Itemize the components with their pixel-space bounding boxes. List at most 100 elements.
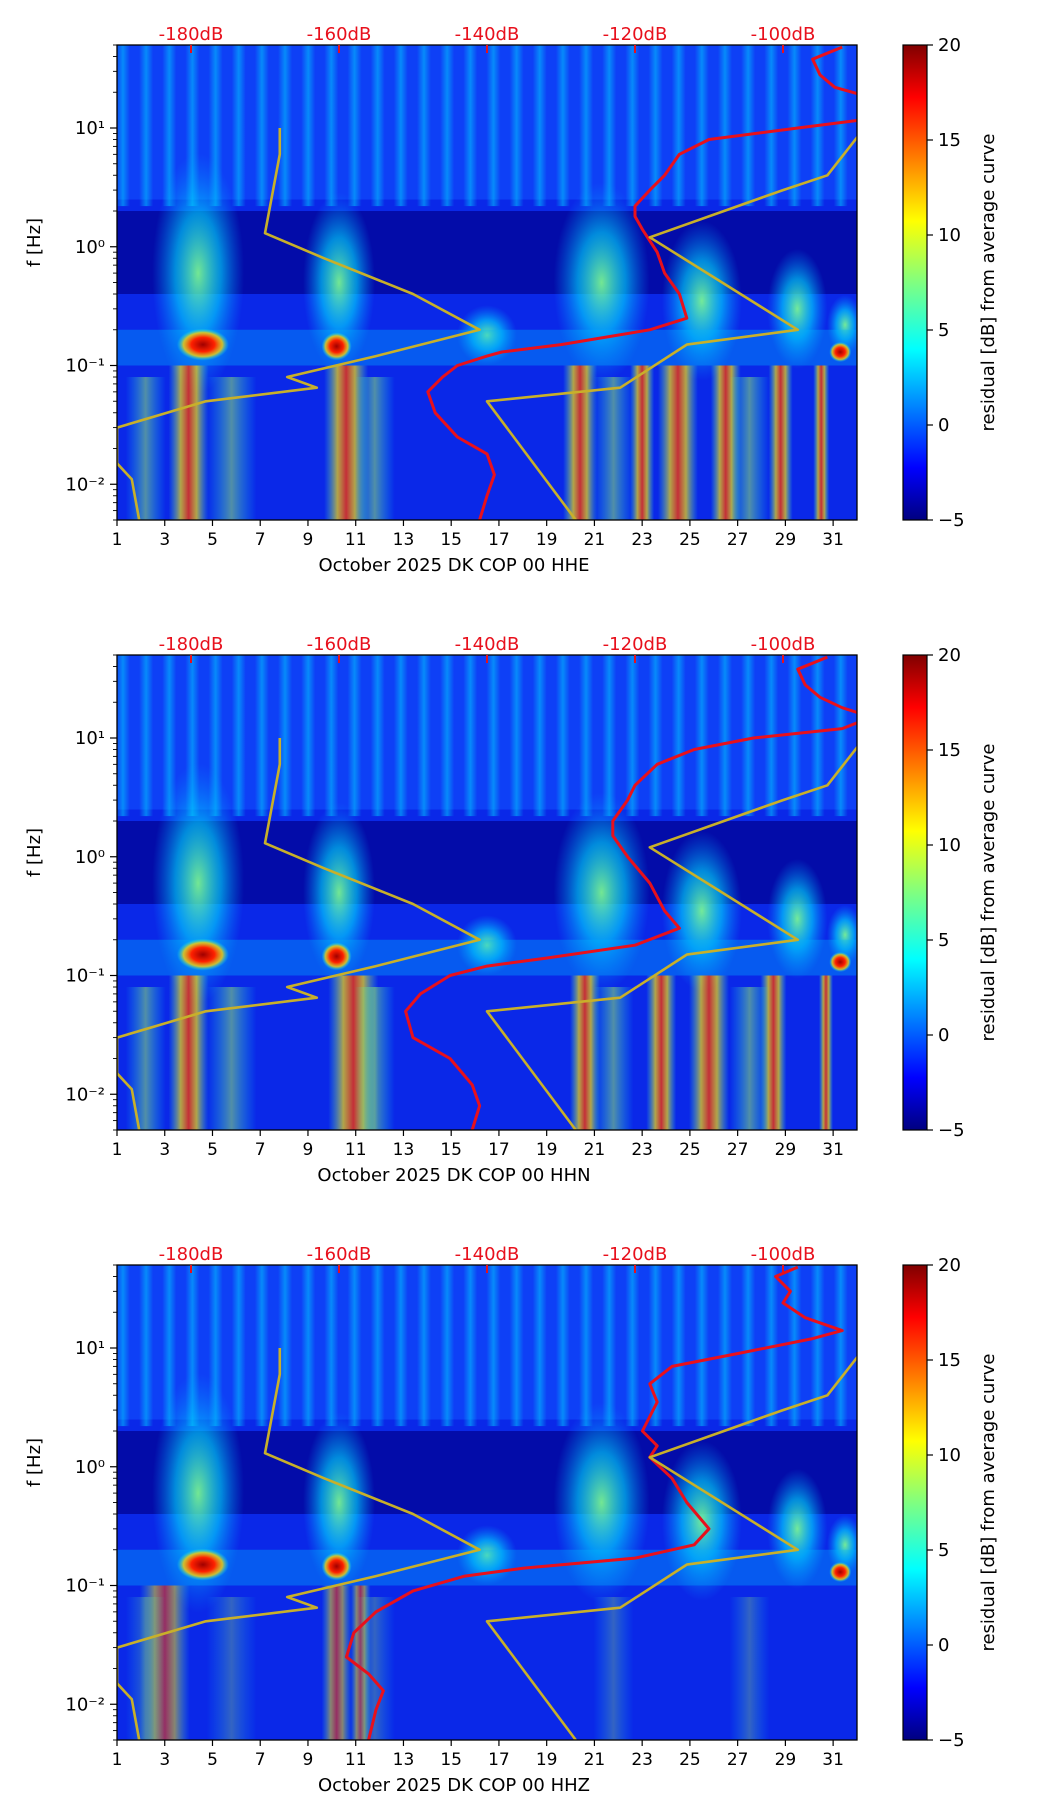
daily-stripe: [301, 45, 316, 207]
daily-stripe: [416, 1265, 431, 1427]
x-tick-label: 11: [345, 1140, 367, 1160]
microseism-band: [117, 1549, 857, 1586]
x-tick-label: 19: [536, 530, 558, 550]
storm-blob: [176, 938, 229, 971]
x-tick-label: 17: [488, 530, 510, 550]
daily-stripe: [717, 1265, 732, 1427]
daily-stripe: [787, 1265, 802, 1427]
microseism-patch: [767, 1468, 828, 1589]
x-tick-label: 5: [207, 1140, 218, 1160]
x-tick-label: 21: [584, 1140, 606, 1160]
x-tick-label: 21: [584, 1750, 606, 1770]
storm-blob: [829, 951, 852, 972]
colorbar-tick-label: 5: [938, 1540, 949, 1561]
lf-column: [354, 377, 395, 520]
db-tick-label: -100dB: [751, 24, 816, 45]
daily-stripe: [254, 45, 269, 207]
y-tick-label: 10⁰: [75, 237, 105, 258]
x-tick-label: 23: [631, 1140, 653, 1160]
average-curve: [404, 655, 857, 1130]
y-tick-label: 10⁻²: [65, 1084, 105, 1105]
lf-column: [593, 377, 634, 520]
microseism-patch: [767, 248, 828, 369]
db-tick-label: -160dB: [307, 634, 372, 655]
daily-stripe: [440, 45, 455, 207]
microseism-patch: [303, 802, 375, 983]
microseism-patch: [303, 1412, 375, 1593]
daily-stripe: [139, 45, 154, 207]
daily-stripe: [625, 45, 640, 207]
x-tick-label: 9: [303, 1750, 314, 1770]
lf-column: [125, 987, 166, 1130]
db-tick-label: -140dB: [455, 634, 520, 655]
noise-model-curve: [117, 738, 481, 1130]
daily-stripe: [139, 1265, 154, 1427]
daily-stripe: [694, 655, 709, 817]
daily-stripe: [416, 45, 431, 207]
x-tick-label: 17: [488, 1140, 510, 1160]
lf-column: [689, 975, 729, 1130]
daily-stripe: [301, 655, 316, 817]
x-tick-label: 3: [159, 530, 170, 550]
colorbar-tick-label: 0: [938, 415, 949, 436]
y-tick-label: 10⁻²: [65, 1694, 105, 1715]
daily-stripe: [671, 655, 686, 817]
daily-stripe: [254, 655, 269, 817]
y-axis-label: f [Hz]: [24, 218, 45, 267]
colorbar-tick-label: 10: [938, 1445, 961, 1466]
x-tick-label: 7: [255, 530, 266, 550]
colorbar-gradient: [902, 44, 928, 521]
daily-stripe: [139, 655, 154, 817]
daily-stripe: [463, 45, 478, 207]
spectrogram-image: [117, 1265, 857, 1740]
db-tick-label: -120dB: [603, 634, 668, 655]
average-curve: [344, 1265, 844, 1740]
y-axis-label: f [Hz]: [24, 1438, 45, 1487]
daily-stripe: [278, 655, 293, 817]
x-tick-label: 27: [727, 530, 749, 550]
colorbar-tick-label: −5: [938, 1120, 965, 1141]
microseism-patch: [303, 192, 375, 373]
daily-stripe: [324, 45, 339, 207]
daily-stripe: [671, 45, 686, 207]
x-tick-label: 15: [440, 530, 462, 550]
x-tick-label: 31: [822, 530, 844, 550]
daily-stripe: [717, 655, 732, 817]
y-tick-label: 10⁻¹: [65, 966, 105, 987]
colorbar-tick-label: −5: [938, 510, 965, 531]
average-curve: [426, 45, 857, 520]
x-tick-label: 1: [112, 1750, 123, 1770]
db-tick-label: -120dB: [603, 24, 668, 45]
daily-stripe: [579, 1265, 594, 1427]
daily-stripe: [393, 655, 408, 817]
daily-stripe: [370, 655, 385, 817]
daily-stripe: [393, 45, 408, 207]
x-tick-label: 7: [255, 1750, 266, 1770]
storm-blob: [321, 1552, 352, 1581]
daily-stripe: [787, 45, 802, 207]
microseism-patch: [553, 1402, 650, 1603]
daily-stripe: [671, 1265, 686, 1427]
x-tick-label: 5: [207, 530, 218, 550]
x-tick-label: 9: [303, 1140, 314, 1160]
daily-stripe: [254, 1265, 269, 1427]
daily-stripe: [162, 45, 177, 207]
daily-stripe: [463, 655, 478, 817]
x-tick-label: 23: [631, 530, 653, 550]
lf-column: [563, 365, 598, 520]
x-tick-label: 29: [775, 530, 797, 550]
daily-stripe: [278, 45, 293, 207]
daily-stripe: [532, 1265, 547, 1427]
daily-stripe: [347, 655, 362, 817]
colorbar-gradient: [902, 1264, 928, 1741]
db-tick-label: -180dB: [159, 1244, 224, 1265]
storm-blob: [176, 1548, 229, 1581]
daily-stripe: [810, 655, 825, 817]
daily-stripe: [324, 655, 339, 817]
daily-stripe: [370, 1265, 385, 1427]
daily-stripe: [625, 1265, 640, 1427]
daily-stripe: [555, 1265, 570, 1427]
lf-column: [657, 365, 698, 520]
colorbar: −5 0 5 10 15 20 residual [dB] from average cur…: [902, 35, 999, 531]
colorbar-label: residual [dB] from average curve: [978, 743, 999, 1041]
